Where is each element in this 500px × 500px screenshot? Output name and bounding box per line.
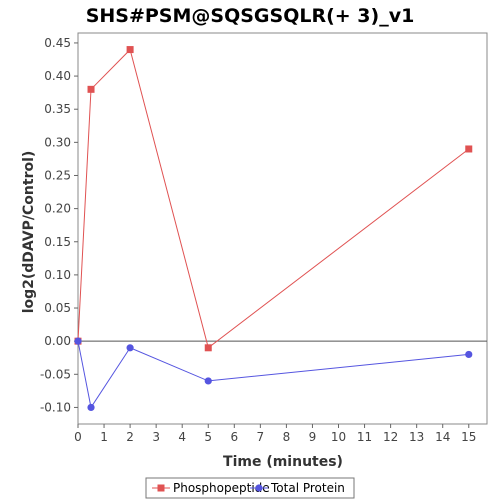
y-tick-label: 0.25 <box>44 168 71 182</box>
x-tick-label: 13 <box>409 430 424 444</box>
y-tick-label: 0.45 <box>44 36 71 50</box>
legend: Phosphopeptide Total Protein <box>145 477 355 499</box>
plot-area: -0.10 -0.05 0.00 0.05 0.10 0.15 0.20 0.25 0.30 0.… <box>40 32 488 444</box>
x-tick-label: 11 <box>357 430 372 444</box>
x-tick-label: 2 <box>126 430 134 444</box>
legend-marker-phosphopeptide <box>157 484 165 492</box>
total-protein-point <box>87 403 95 412</box>
x-axis-label: Time (minutes) <box>223 454 343 470</box>
y-tick-label: 0.30 <box>44 135 71 149</box>
y-tick-label: 0.20 <box>44 202 71 216</box>
x-tick-label: 14 <box>435 430 450 444</box>
x-tick-label: 10 <box>331 430 346 444</box>
x-tick-label: 3 <box>152 430 160 444</box>
y-tick-label: 0.15 <box>44 235 71 249</box>
total-protein-point <box>126 344 134 352</box>
total-protein-point <box>204 377 212 385</box>
y-tick-label: 0.35 <box>44 102 71 116</box>
phosphopeptide-point <box>126 46 134 54</box>
y-tick-label: 0.10 <box>44 268 71 282</box>
x-tick-label: 4 <box>178 430 186 444</box>
x-tick-label: 9 <box>309 430 317 444</box>
y-tick-label: -0.05 <box>40 367 71 381</box>
y-tick-label: 0.05 <box>44 301 71 315</box>
x-tick-label: 12 <box>383 430 398 444</box>
phosphopeptide-point <box>204 344 212 352</box>
y-axis-label: log2(dDAVP/Control) <box>21 151 37 314</box>
x-tick-label: 7 <box>257 430 265 444</box>
chart-title: SHS#PSM@SQSGSQLR(+ 3)_v1 <box>86 5 415 27</box>
y-tick-label: -0.10 <box>40 400 71 414</box>
y-tick-label: 0.40 <box>44 69 71 83</box>
x-tick-label: 6 <box>230 430 238 444</box>
plot-frame <box>77 32 488 425</box>
x-tick-label: 0 <box>74 430 82 444</box>
legend-label-total-protein: Total Protein <box>270 481 345 495</box>
x-tick-label: 1 <box>100 430 108 444</box>
total-protein-point <box>74 337 82 345</box>
phosphopeptide-point <box>87 85 95 93</box>
x-tick-label: 15 <box>461 430 476 444</box>
legend-label-phosphopeptide: Phosphopeptide <box>173 481 270 495</box>
x-tick-label: 8 <box>283 430 291 444</box>
x-tick-label: 5 <box>204 430 212 444</box>
phosphopeptide-point <box>465 145 473 153</box>
total-protein-point <box>465 350 473 359</box>
y-tick-label: 0.00 <box>44 334 71 348</box>
legend-marker-total-protein <box>255 484 263 492</box>
